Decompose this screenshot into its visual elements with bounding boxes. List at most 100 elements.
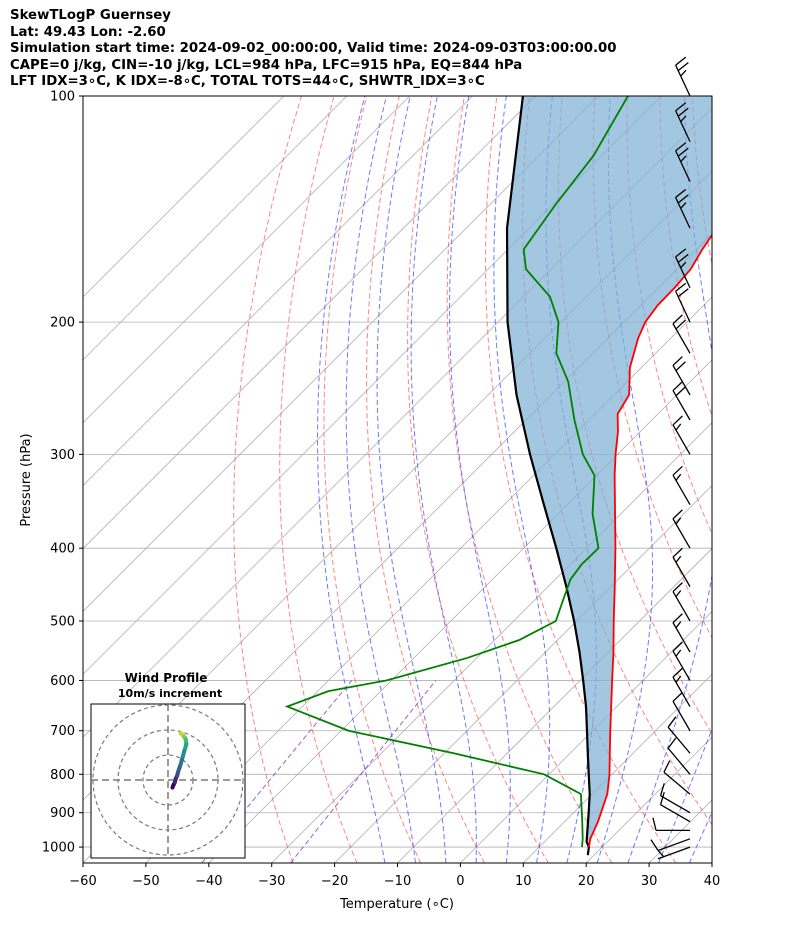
moist-adiabat bbox=[720, 96, 794, 863]
barb-feather bbox=[672, 415, 683, 426]
x-tick-label: −20 bbox=[321, 874, 348, 889]
dewpoint-profile-line bbox=[284, 96, 629, 848]
wind-barb bbox=[657, 846, 691, 860]
dry-adiabat bbox=[725, 96, 794, 863]
x-tick-label: −30 bbox=[258, 874, 285, 889]
moist-adiabat bbox=[627, 96, 712, 863]
barb-feather bbox=[680, 202, 687, 209]
dry-adiabat bbox=[659, 96, 712, 418]
barb-feather bbox=[675, 517, 682, 525]
barb-shaft bbox=[667, 747, 691, 775]
barb-feather bbox=[675, 282, 687, 292]
mixing-ratio-line bbox=[290, 680, 437, 863]
wind-barb bbox=[675, 282, 691, 323]
barb-shaft bbox=[675, 64, 691, 97]
chart-title: SkewTLogP Guernsey bbox=[10, 8, 171, 23]
barb-feather bbox=[672, 465, 683, 476]
y-tick-label: 500 bbox=[50, 614, 75, 629]
barb-feather bbox=[672, 356, 683, 366]
y-tick-label: 1000 bbox=[42, 841, 75, 856]
y-tick-label: 200 bbox=[50, 316, 75, 331]
barb-feather bbox=[677, 194, 689, 204]
temperature-profile-line bbox=[588, 233, 712, 848]
cape-shading bbox=[507, 96, 712, 848]
x-tick-label: 40 bbox=[704, 874, 721, 889]
barb-feather bbox=[657, 850, 665, 858]
y-tick-label: 700 bbox=[50, 724, 75, 739]
barb-feather bbox=[667, 737, 677, 749]
wind-barb bbox=[672, 613, 691, 653]
moist-adiabat bbox=[376, 96, 447, 863]
y-tick-label: 100 bbox=[50, 90, 75, 105]
x-tick-label: −60 bbox=[69, 874, 96, 889]
barb-feather bbox=[680, 69, 687, 77]
barb-feather bbox=[672, 582, 683, 593]
y-tick-label: 900 bbox=[50, 806, 75, 821]
barb-feather bbox=[675, 675, 682, 683]
isotherm-line bbox=[523, 673, 712, 863]
y-tick-label: 800 bbox=[50, 768, 75, 783]
barb-feather bbox=[675, 56, 687, 66]
wind-barb bbox=[672, 509, 691, 549]
hodograph-segment bbox=[178, 731, 184, 736]
wind-barb bbox=[672, 314, 691, 354]
isotherm-line bbox=[83, 96, 536, 550]
wind-barb bbox=[667, 716, 691, 754]
moist-adiabat bbox=[345, 96, 416, 863]
wind-barb bbox=[667, 737, 691, 775]
dry-adiabat bbox=[485, 96, 677, 863]
isotherm-line bbox=[83, 96, 348, 361]
wind-barb bbox=[650, 838, 691, 852]
isotherm-line bbox=[83, 96, 285, 298]
barb-shaft bbox=[672, 518, 691, 549]
dry-adiabat bbox=[366, 96, 485, 863]
barb-shaft bbox=[672, 650, 691, 681]
indices-line-2: LFT IDX=3∘C, K IDX=-8∘C, TOTAL TOTS=44∘C… bbox=[10, 74, 485, 89]
wind-barb bbox=[675, 56, 691, 97]
moist-adiabat bbox=[596, 96, 654, 863]
barb-feather bbox=[675, 590, 682, 598]
barb-feather bbox=[652, 817, 657, 831]
hodograph-inset: Wind Profile 10m/s increment bbox=[90, 671, 246, 859]
x-tick-label: 0 bbox=[456, 874, 464, 889]
barb-feather bbox=[675, 102, 687, 112]
barb-feather bbox=[680, 155, 687, 163]
wind-barb bbox=[672, 381, 691, 421]
barb-feather bbox=[675, 423, 682, 431]
time-line: Simulation start time: 2024-09-02_00:00:… bbox=[10, 41, 617, 56]
chart-header: SkewTLogP Guernsey Lat: 49.43 Lon: -2.60… bbox=[10, 8, 790, 91]
barb-feather bbox=[675, 386, 686, 397]
barb-shaft bbox=[660, 795, 691, 814]
isotherm-line bbox=[145, 296, 712, 863]
dry-adiabat bbox=[790, 96, 794, 863]
x-tick-label: −40 bbox=[195, 874, 222, 889]
barb-feather bbox=[677, 107, 689, 117]
barb-feather bbox=[675, 142, 687, 152]
moist-adiabat bbox=[317, 96, 386, 863]
wind-barb bbox=[659, 792, 691, 823]
isotherm-line bbox=[83, 96, 473, 487]
barb-feather bbox=[677, 288, 689, 298]
barb-shaft bbox=[657, 838, 691, 852]
y-axis-label: Pressure (hPa) bbox=[19, 433, 34, 526]
inset-subtitle: 10m/s increment bbox=[118, 687, 222, 700]
wind-barb bbox=[672, 667, 691, 707]
wind-barb bbox=[672, 465, 691, 505]
x-tick-label: 30 bbox=[641, 874, 658, 889]
isotherm-line bbox=[397, 547, 712, 863]
barb-feather bbox=[672, 641, 683, 652]
dry-adiabat bbox=[279, 96, 358, 863]
barb-feather bbox=[675, 473, 682, 481]
wind-barb bbox=[675, 248, 691, 289]
barb-shaft bbox=[672, 390, 691, 421]
moist-adiabat bbox=[658, 727, 712, 863]
barb-feather bbox=[675, 649, 682, 657]
location-line: Lat: 49.43 Lon: -2.60 bbox=[10, 24, 166, 40]
barb-feather bbox=[663, 760, 671, 773]
wind-barb bbox=[659, 783, 691, 814]
barb-shaft bbox=[667, 726, 691, 754]
barb-feather bbox=[672, 667, 683, 678]
wind-barb bbox=[663, 760, 691, 795]
barb-feather bbox=[677, 147, 689, 157]
